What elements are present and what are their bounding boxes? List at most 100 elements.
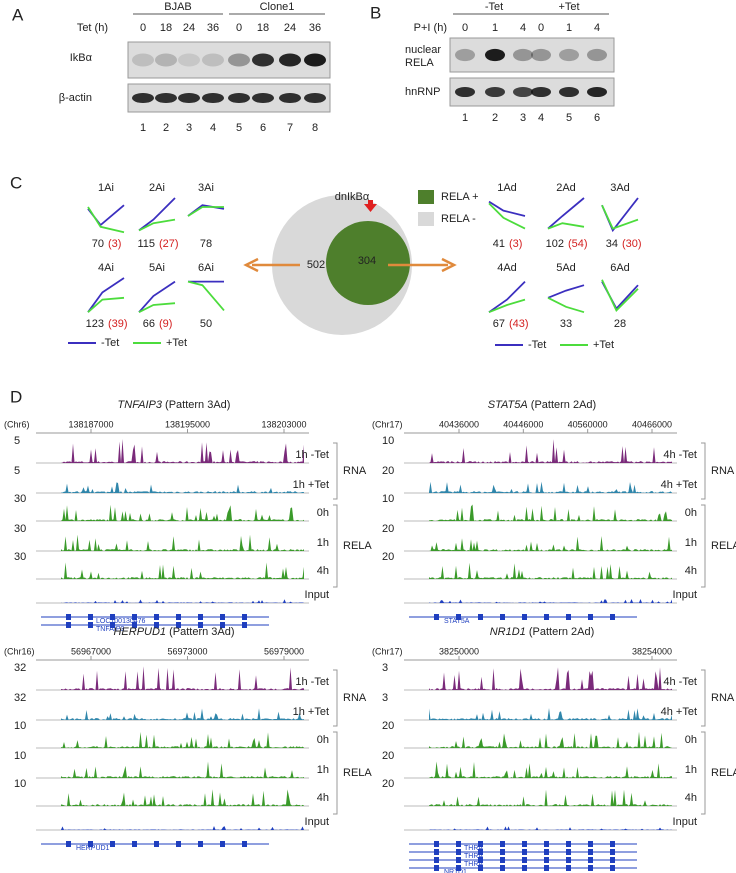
row-label: hnRNP — [405, 86, 440, 98]
track-scale: 30 — [14, 523, 26, 535]
pattern-rela-count: (27) — [159, 238, 179, 250]
track-label: 4h — [317, 792, 329, 804]
panel-label: C — [10, 173, 22, 192]
signal-track — [429, 536, 672, 551]
pattern-rela-count: (30) — [622, 238, 642, 250]
time: 1 — [492, 22, 498, 34]
pattern-name: 4Ad — [497, 262, 517, 274]
pattern-name: 5Ad — [556, 262, 576, 274]
band — [279, 92, 301, 104]
lane-number: 8 — [312, 122, 318, 134]
time: 36 — [207, 22, 219, 34]
signal-track — [429, 599, 672, 603]
pattern-line — [488, 202, 526, 230]
band — [155, 53, 177, 67]
exon — [66, 841, 71, 847]
panel-label: B — [370, 3, 381, 22]
signal-track — [61, 826, 304, 830]
pattern-line — [601, 279, 639, 312]
band — [279, 53, 301, 67]
pattern-name: 5Ai — [149, 262, 165, 274]
band — [228, 92, 250, 104]
exon — [434, 614, 439, 620]
pattern: (Pattern 2Ad) — [526, 626, 594, 638]
exon — [456, 849, 461, 855]
signal-track — [429, 667, 672, 690]
exon — [610, 849, 615, 855]
exon — [220, 622, 225, 628]
exon — [610, 841, 615, 847]
exon — [66, 614, 71, 620]
band — [559, 86, 579, 98]
signal-track — [61, 731, 304, 748]
track-label: 1h -Tet — [295, 676, 329, 688]
track-scale: 20 — [382, 465, 394, 477]
legend-label: +Tet — [166, 337, 187, 349]
pattern-count: 34 — [606, 238, 618, 250]
pattern-line — [601, 204, 639, 230]
track-label: 0h — [685, 507, 697, 519]
track-label: 4h -Tet — [663, 676, 697, 688]
time: 1 — [566, 22, 572, 34]
track-label: 4h +Tet — [661, 479, 697, 491]
track-label: Input — [305, 589, 329, 601]
exon — [522, 865, 527, 871]
band — [132, 92, 154, 104]
exon — [522, 614, 527, 620]
lane-number: 6 — [594, 112, 600, 124]
band — [513, 48, 533, 62]
legend-label: -Tet — [101, 337, 119, 349]
exon — [434, 849, 439, 855]
time: 24 — [284, 22, 296, 34]
track-scale: 3 — [382, 692, 388, 704]
exon — [588, 865, 593, 871]
pattern-line — [547, 197, 585, 230]
exon — [566, 849, 571, 855]
band — [455, 86, 475, 98]
gene-label: THRA — [464, 861, 483, 868]
track-scale: 5 — [14, 465, 20, 477]
time: 0 — [236, 22, 242, 34]
exon — [544, 857, 549, 863]
group-label: RELA — [711, 540, 736, 552]
pattern-count: 28 — [614, 318, 626, 330]
exon — [610, 614, 615, 620]
panel-label: D — [10, 387, 22, 406]
track-label: 1h +Tet — [293, 706, 329, 718]
band — [178, 53, 200, 67]
pattern-count: 102 — [546, 238, 564, 250]
signal-track — [61, 439, 304, 463]
pattern-name: 6Ad — [610, 262, 630, 274]
arrow-left — [243, 257, 300, 273]
venn-count: 304 — [358, 255, 376, 267]
coordinate: 38254000 — [632, 646, 672, 656]
pattern-line — [547, 222, 585, 230]
signal-track — [429, 731, 672, 748]
lane-number: 3 — [520, 112, 526, 124]
pattern-count: 50 — [200, 318, 212, 330]
track-scale: 20 — [382, 551, 394, 563]
track-scale: 20 — [382, 720, 394, 732]
chromosome: (Chr6) — [4, 419, 30, 429]
coordinate: 38250000 — [439, 646, 479, 656]
track-label: 1h -Tet — [295, 449, 329, 461]
exon — [500, 614, 505, 620]
exon — [132, 841, 137, 847]
coordinate: 56973000 — [167, 646, 207, 656]
gene-label: TNFAIP3 — [96, 626, 125, 633]
pattern-count: 123 — [86, 318, 104, 330]
pattern-count: 70 — [92, 238, 104, 250]
exon — [500, 857, 505, 863]
group-bracket — [333, 442, 338, 500]
group-bracket — [333, 669, 338, 727]
lane-number: 2 — [163, 122, 169, 134]
arrow-right — [388, 257, 457, 273]
row-label: RELA — [405, 57, 434, 69]
exon — [566, 841, 571, 847]
panel-label: A — [12, 5, 24, 24]
track-scale: 20 — [382, 778, 394, 790]
signal-track — [61, 534, 304, 551]
time: 0 — [140, 22, 146, 34]
track-scale: 10 — [14, 750, 26, 762]
pattern-line — [138, 197, 176, 232]
